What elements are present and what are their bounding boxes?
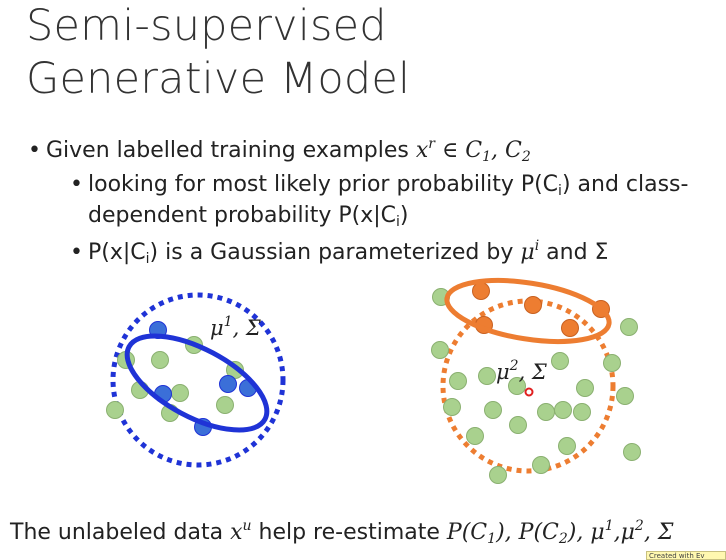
bottom-sigma: , Σ <box>643 520 674 545</box>
unlabeled-green-point <box>576 379 594 397</box>
unlabeled-green-point <box>171 384 189 402</box>
sub-bullet-1-text-a: looking for most likely prior probabilit… <box>88 172 559 197</box>
unlabeled-green-point <box>484 401 502 419</box>
bottom-p1: P <box>446 520 462 545</box>
bottom-p1-sub: 1 <box>487 531 497 547</box>
red-mean-marker <box>524 387 534 397</box>
unlabeled-green-point <box>509 416 527 434</box>
math-c1: C <box>465 138 483 163</box>
mu2-sigma: , Σ <box>518 360 547 384</box>
mu1-sigma-label: μ1, Σ <box>210 314 261 340</box>
mu1-symbol: μ <box>210 316 224 340</box>
unlabeled-green-point <box>489 466 507 484</box>
labeled-orange-point <box>524 296 542 314</box>
unlabeled-green-point <box>558 437 576 455</box>
math-sep: , <box>491 138 506 163</box>
bottom-p2-sub: 2 <box>558 531 568 547</box>
sub-bullet-prior-line-1: • looking for most likely prior probabili… <box>70 172 688 199</box>
unlabeled-green-point <box>466 427 484 445</box>
bottom-comma: , <box>613 520 621 545</box>
math-c2-sub: 2 <box>521 149 531 165</box>
labeled-orange-point <box>472 282 490 300</box>
bottom-p2-inner: (C <box>533 520 559 545</box>
blue-dashed-circle <box>110 292 286 468</box>
mu1-sup: 1 <box>223 314 233 330</box>
sub-bullet-2-sub: i <box>145 251 150 267</box>
math-and-sigma: and Σ <box>539 240 609 265</box>
unlabeled-green-point <box>573 403 591 421</box>
unlabeled-green-point <box>106 401 124 419</box>
unlabeled-green-point <box>216 396 234 414</box>
sub-bullet-1-text-b: ) and class- <box>561 172 689 197</box>
sub-bullet-gaussian: • P(x|Ci) is a Gaussian parameterized by … <box>70 238 608 267</box>
slide-title: Semi-supervised Generative Model <box>26 0 410 106</box>
math-x-sup: r <box>428 136 435 152</box>
labeled-orange-point <box>561 319 579 337</box>
unlabeled-green-point <box>532 456 550 474</box>
title-line-2: Generative Model <box>26 54 411 104</box>
unlabeled-green-point <box>551 352 569 370</box>
data-points <box>106 282 641 484</box>
labeled-blue-point <box>219 375 237 393</box>
sub-bullet-1-sub: i <box>558 183 562 199</box>
mu2-symbol: μ <box>496 360 510 384</box>
sub-bullet-2-text-a: P(x|C <box>88 240 146 265</box>
math-c2: C <box>505 138 522 163</box>
mu1-sigma: , Σ <box>232 316 261 340</box>
bottom-caption: The unlabeled data xu help re-estimate P… <box>10 518 673 547</box>
sub-bullet-1-line2-b: ) <box>399 203 409 228</box>
orange-dashed-circle <box>440 298 616 474</box>
title-line-1: Semi-supervised <box>26 1 387 51</box>
unlabeled-green-point <box>151 351 169 369</box>
bullet-labelled-examples: • Given labelled training examples xr ∈ C… <box>28 136 531 165</box>
math-c1-sub: 1 <box>482 149 492 165</box>
unlabeled-green-point <box>623 443 641 461</box>
bottom-mu1: μ <box>590 520 605 545</box>
sub-bullet-dot: • <box>70 240 83 265</box>
unlabeled-green-point <box>554 401 572 419</box>
bottom-mu2: μ <box>620 520 635 545</box>
unlabeled-green-point <box>537 403 555 421</box>
math-mu-i: μ <box>520 240 535 265</box>
bottom-x-sup: u <box>242 518 252 534</box>
mu2-sigma-label: μ2, Σ <box>496 358 547 384</box>
unlabeled-green-point <box>603 354 621 372</box>
unlabeled-green-point <box>508 377 526 395</box>
bullet-dot: • <box>28 138 41 163</box>
bottom-p2-close: ), <box>567 520 591 545</box>
mu2-sup: 2 <box>509 358 519 374</box>
unlabeled-green-point <box>620 318 638 336</box>
orange-ellipse <box>444 278 612 344</box>
bottom-text-b: help re-estimate <box>251 520 447 545</box>
sub-bullet-1-line2-sub: i <box>396 214 400 230</box>
watermark-badge: Created with Ev <box>646 551 726 560</box>
sub-bullet-2-text-b: ) is a Gaussian parameterized by <box>149 240 514 265</box>
unlabeled-green-point <box>449 372 467 390</box>
bottom-mu2-sup: 2 <box>634 518 644 534</box>
math-x: x <box>415 138 429 163</box>
sub-bullet-prior-line-2: dependent probability P(x|Ci) <box>88 203 409 230</box>
math-mu-i-sup: i <box>534 238 540 254</box>
math-element-of: ∈ <box>434 138 466 163</box>
sub-bullet-dot: • <box>70 172 83 197</box>
unlabeled-green-point <box>616 387 634 405</box>
bottom-x: x <box>230 520 243 545</box>
unlabeled-green-point <box>478 367 496 385</box>
unlabeled-green-point <box>443 398 461 416</box>
bottom-p1-close: ), <box>496 520 519 545</box>
sub-bullet-1-line2-a: dependent probability P(x|C <box>88 203 397 228</box>
bottom-mu1-sup: 1 <box>604 518 614 534</box>
bottom-p1-inner: (C <box>461 520 488 545</box>
bullet-text: Given labelled training examples <box>46 138 409 163</box>
unlabeled-green-point <box>431 341 449 359</box>
bottom-p2: P <box>518 520 534 545</box>
bottom-text-a: The unlabeled data <box>10 520 224 545</box>
blue-ellipse <box>124 333 270 433</box>
